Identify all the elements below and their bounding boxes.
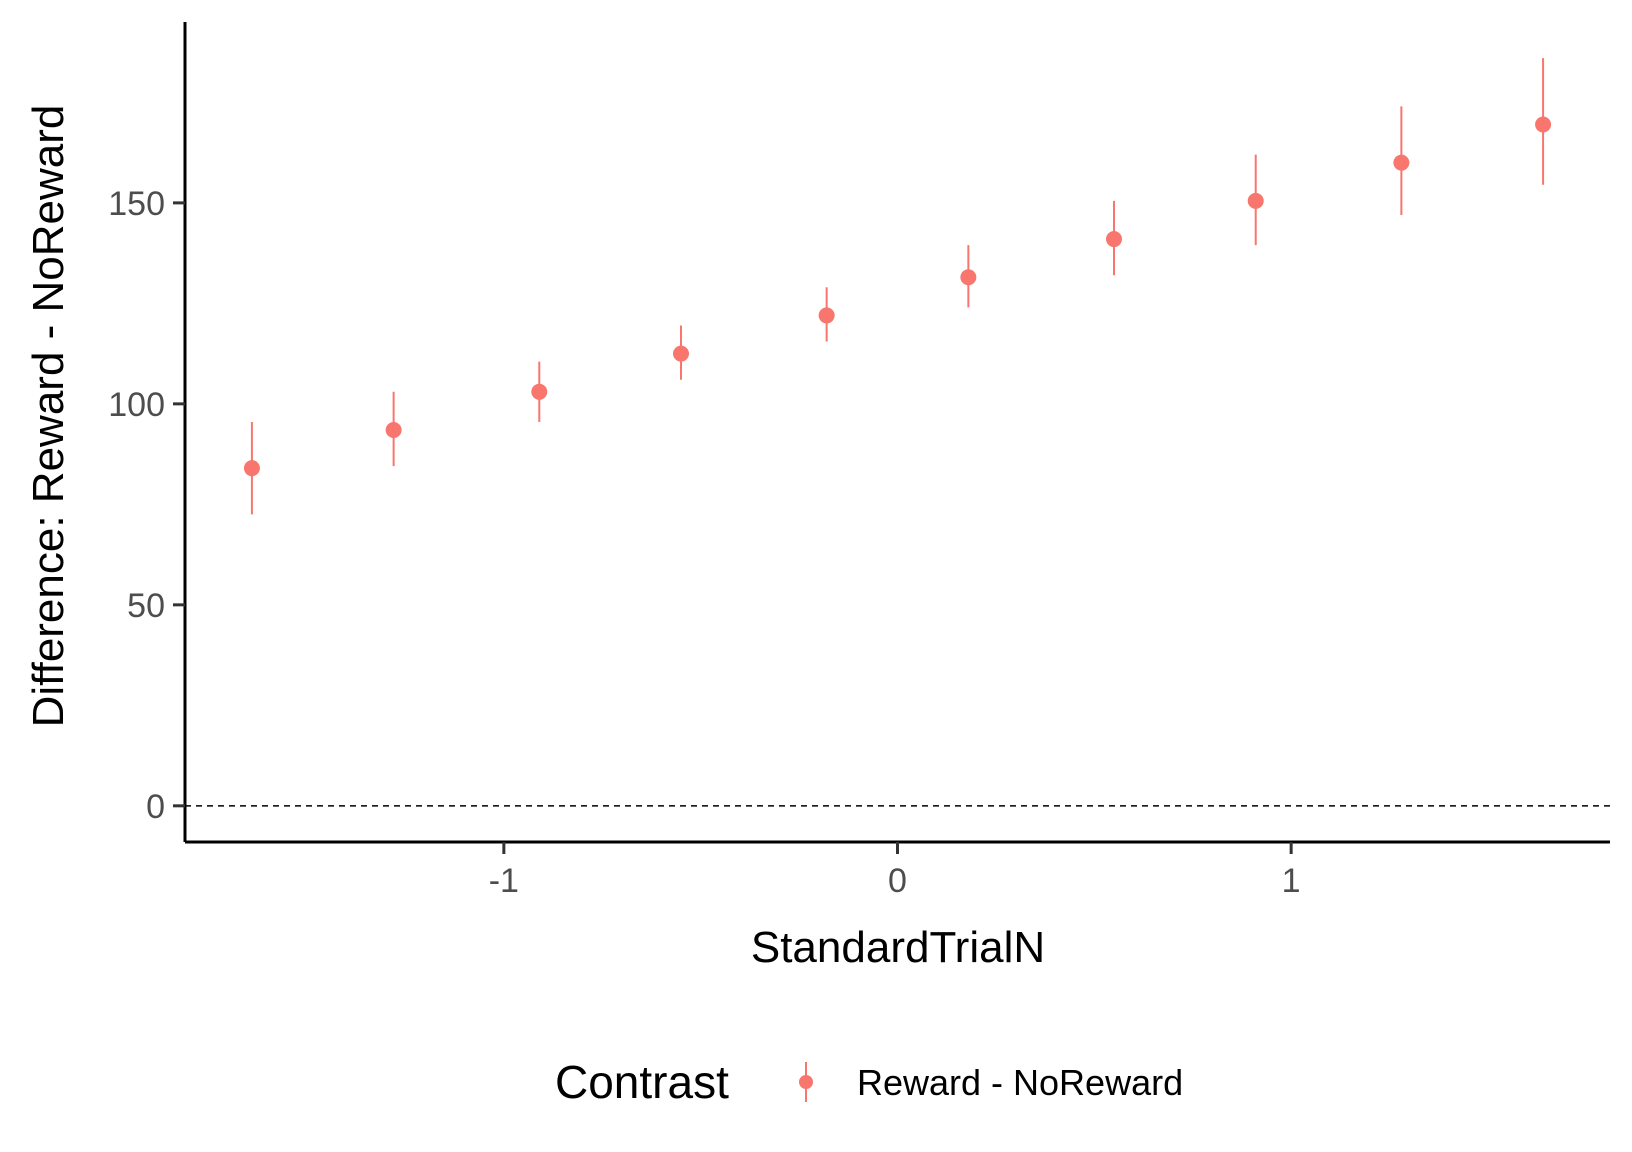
- legend-label-reward-noreward: Reward - NoReward: [857, 1062, 1183, 1103]
- data-point: [385, 421, 402, 438]
- x-tick-label: 1: [1282, 862, 1301, 900]
- data-point: [818, 307, 835, 324]
- plot-marks: [185, 58, 1610, 807]
- legend-title: Contrast: [555, 1056, 729, 1108]
- data-point: [243, 460, 260, 477]
- y-tick-label: 100: [108, 386, 165, 424]
- y-axis-title: Difference: Reward - NoReward: [24, 105, 73, 728]
- y-axis-ticks: 0 50 100 150: [108, 185, 185, 826]
- legend-key-point: [799, 1075, 813, 1089]
- x-tick-label: -1: [489, 862, 519, 900]
- y-tick-label: 50: [127, 587, 165, 625]
- x-axis-title: StandardTrialN: [751, 923, 1045, 972]
- y-tick-label: 0: [146, 788, 165, 826]
- data-point: [960, 269, 977, 286]
- legend: Contrast Reward - NoReward: [555, 1056, 1183, 1108]
- x-axis-ticks: -1 0 1: [489, 842, 1301, 900]
- data-point: [531, 383, 548, 400]
- data-point: [672, 345, 689, 362]
- data-point: [1247, 192, 1264, 209]
- x-tick-label: 0: [888, 862, 907, 900]
- data-point: [1535, 116, 1552, 133]
- data-point: [1393, 154, 1410, 171]
- data-point: [1106, 231, 1123, 248]
- y-tick-label: 150: [108, 185, 165, 223]
